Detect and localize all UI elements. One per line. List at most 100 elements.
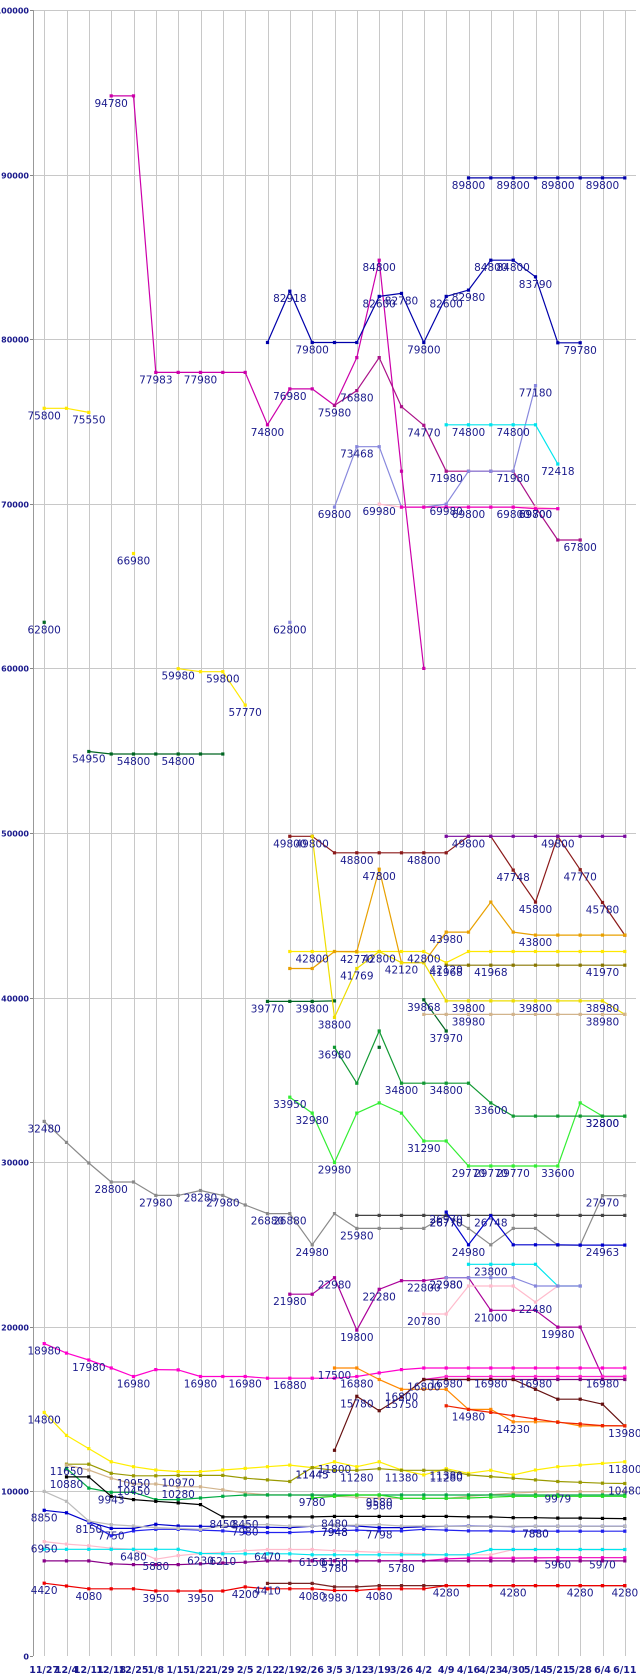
data-value-label: 11280 xyxy=(340,1472,373,1484)
series-marker xyxy=(131,1547,136,1551)
series-marker xyxy=(131,1474,136,1478)
series-marker xyxy=(623,1547,627,1552)
series-marker xyxy=(377,1587,381,1591)
series-marker xyxy=(444,1374,448,1379)
series-marker xyxy=(332,1376,337,1380)
series-marker xyxy=(399,1468,404,1472)
data-value-label: 17980 xyxy=(72,1362,105,1374)
series-marker xyxy=(578,176,582,180)
data-value-label: 16980 xyxy=(429,1379,462,1391)
series-marker xyxy=(355,1468,359,1472)
series-marker xyxy=(243,1491,247,1495)
series-marker xyxy=(42,620,46,624)
series-marker xyxy=(511,505,515,509)
series-marker xyxy=(176,1501,180,1505)
series-marker xyxy=(221,1552,225,1556)
series-marker xyxy=(377,356,381,360)
data-value-label: 4420 xyxy=(31,1585,58,1597)
data-value-label: 15780 xyxy=(340,1398,373,1410)
series-marker xyxy=(444,1468,448,1472)
series-marker xyxy=(556,1524,560,1528)
data-value-label: 9780 xyxy=(299,1497,326,1509)
series-marker xyxy=(556,1213,560,1217)
series-marker xyxy=(221,1193,225,1197)
series-marker xyxy=(355,1081,359,1085)
series-marker xyxy=(176,1485,180,1489)
series-marker xyxy=(489,176,493,180)
data-value-label: 39800 xyxy=(452,1003,485,1015)
series-marker xyxy=(578,1463,582,1467)
x-axis-tick-label: 6/11 xyxy=(613,1665,636,1676)
series-marker xyxy=(600,1584,605,1588)
x-axis-tick-label: 5/14 xyxy=(524,1665,548,1676)
series-marker xyxy=(64,1542,69,1546)
series-marker xyxy=(332,1448,337,1452)
series-marker xyxy=(556,1494,560,1498)
data-value-label: 16980 xyxy=(474,1379,507,1391)
series-marker xyxy=(265,1559,270,1563)
series-marker xyxy=(623,1494,627,1498)
series-marker xyxy=(600,1424,605,1428)
data-value-label: 77980 xyxy=(184,374,217,386)
series-marker xyxy=(355,1226,359,1230)
series-marker xyxy=(154,1482,158,1486)
series-marker xyxy=(243,370,247,374)
series-line xyxy=(66,1467,625,1501)
series-marker xyxy=(422,1468,426,1472)
series-marker xyxy=(511,999,515,1003)
series-marker xyxy=(42,1508,46,1512)
data-value-label: 22980 xyxy=(429,1280,462,1292)
series-marker xyxy=(265,1525,270,1529)
data-value-label: 16880 xyxy=(273,1380,306,1392)
series-marker xyxy=(265,1493,270,1497)
series-marker xyxy=(556,1584,560,1588)
series-marker xyxy=(176,1193,180,1197)
series-marker xyxy=(288,1547,292,1552)
series-marker xyxy=(511,1243,515,1247)
series-marker xyxy=(623,1213,627,1217)
series-marker xyxy=(511,1414,515,1418)
series-marker xyxy=(556,999,560,1003)
series-marker xyxy=(355,389,359,393)
data-value-label: 82980 xyxy=(452,292,485,304)
series-marker xyxy=(176,1498,180,1502)
series-line xyxy=(423,999,447,1032)
series-marker xyxy=(310,1530,314,1534)
series-marker xyxy=(556,1516,560,1520)
series-marker xyxy=(221,370,225,374)
series-marker xyxy=(399,1524,404,1528)
series-marker xyxy=(511,1476,515,1480)
series-marker xyxy=(377,1550,381,1554)
data-value-label: 74800 xyxy=(496,427,529,439)
data-value-label: 42800 xyxy=(295,954,328,966)
series-marker xyxy=(600,1243,605,1247)
series-marker xyxy=(489,1101,493,1105)
series-marker xyxy=(466,1496,471,1500)
series-marker xyxy=(310,1292,314,1296)
series-marker xyxy=(109,94,113,98)
series-marker xyxy=(489,900,493,904)
series-marker xyxy=(131,1524,136,1528)
series-marker xyxy=(466,1471,471,1475)
series-marker xyxy=(243,1476,247,1480)
series-marker xyxy=(489,1243,493,1247)
series-marker xyxy=(265,1581,270,1585)
series-marker xyxy=(288,1493,292,1497)
series-marker xyxy=(466,1473,471,1477)
series-marker xyxy=(221,1374,225,1379)
series-marker xyxy=(87,1462,91,1466)
series-marker xyxy=(288,834,292,838)
series-marker xyxy=(310,966,314,971)
series-marker xyxy=(377,1496,381,1500)
series-marker xyxy=(489,423,493,427)
series-marker xyxy=(600,834,605,838)
series-marker xyxy=(310,949,314,954)
data-value-label: 54950 xyxy=(72,754,105,766)
data-value-label: 33950 xyxy=(273,1099,306,1111)
series-marker xyxy=(288,949,292,954)
series-marker xyxy=(332,1015,337,1019)
series-marker xyxy=(422,1012,426,1016)
y-axis-tick-label: 20000 xyxy=(1,1324,29,1333)
series-marker xyxy=(533,1529,538,1533)
series-marker xyxy=(64,1463,69,1467)
